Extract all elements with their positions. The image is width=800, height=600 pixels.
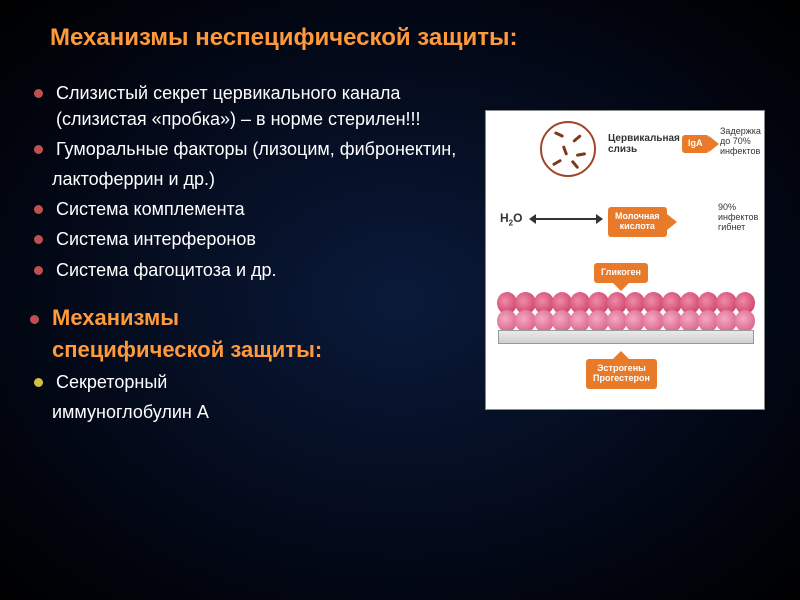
epithelium-row (498, 293, 754, 313)
bullet-item: Система интерферонов (34, 226, 473, 252)
chip-iga: IgA (682, 135, 709, 153)
chip-lactic: Молочнаякислота (608, 207, 667, 237)
double-arrow-icon (536, 218, 596, 220)
bullet-item: Секреторный (34, 369, 473, 395)
label-h2o: H2O (500, 211, 522, 227)
bullet-list-bottom: Секреторный (34, 369, 473, 395)
text-column: Слизистый секрет цервикального канала (с… (30, 80, 473, 429)
content: Слизистый секрет цервикального канала (с… (30, 80, 770, 429)
chip-estrogen: ЭстрогеныПрогестерон (586, 359, 657, 389)
bullet-item: Система комплемента (34, 196, 473, 222)
chip-glycogen: Гликоген (594, 263, 648, 283)
bullet-list-mid: Система комплемента Система интерферонов… (34, 196, 473, 282)
bullet-item: Система фагоцитоза и др. (34, 257, 473, 283)
bullet-item: Гуморальные факторы (лизоцим, фибронекти… (34, 136, 473, 162)
continuation-line: иммуноглобулин А (30, 399, 473, 425)
section-heading: Механизмы (30, 305, 473, 331)
bullet-list-top: Слизистый секрет цервикального канала (с… (34, 80, 473, 162)
label-cervical: Цервикальнаяслизь (608, 133, 680, 155)
defense-diagram: Цервикальнаяслизь IgA Задержкадо 70%инфе… (485, 110, 765, 410)
continuation-line: лактоферрин и др.) (30, 166, 473, 192)
note-bottom: 90%инфектовгибнет (718, 203, 758, 233)
bacteria-icon (540, 121, 596, 177)
slide-title: Механизмы неспецифической защиты: (50, 24, 770, 52)
bullet-item: Слизистый секрет цервикального канала (с… (34, 80, 473, 132)
basement-membrane (498, 330, 754, 344)
section-heading-line2: специфической защиты: (30, 337, 473, 363)
note-top: Задержкадо 70%инфектов (720, 127, 761, 157)
epithelium-row (498, 311, 754, 331)
diagram-column: Цервикальнаяслизь IgA Задержкадо 70%инфе… (485, 80, 770, 429)
